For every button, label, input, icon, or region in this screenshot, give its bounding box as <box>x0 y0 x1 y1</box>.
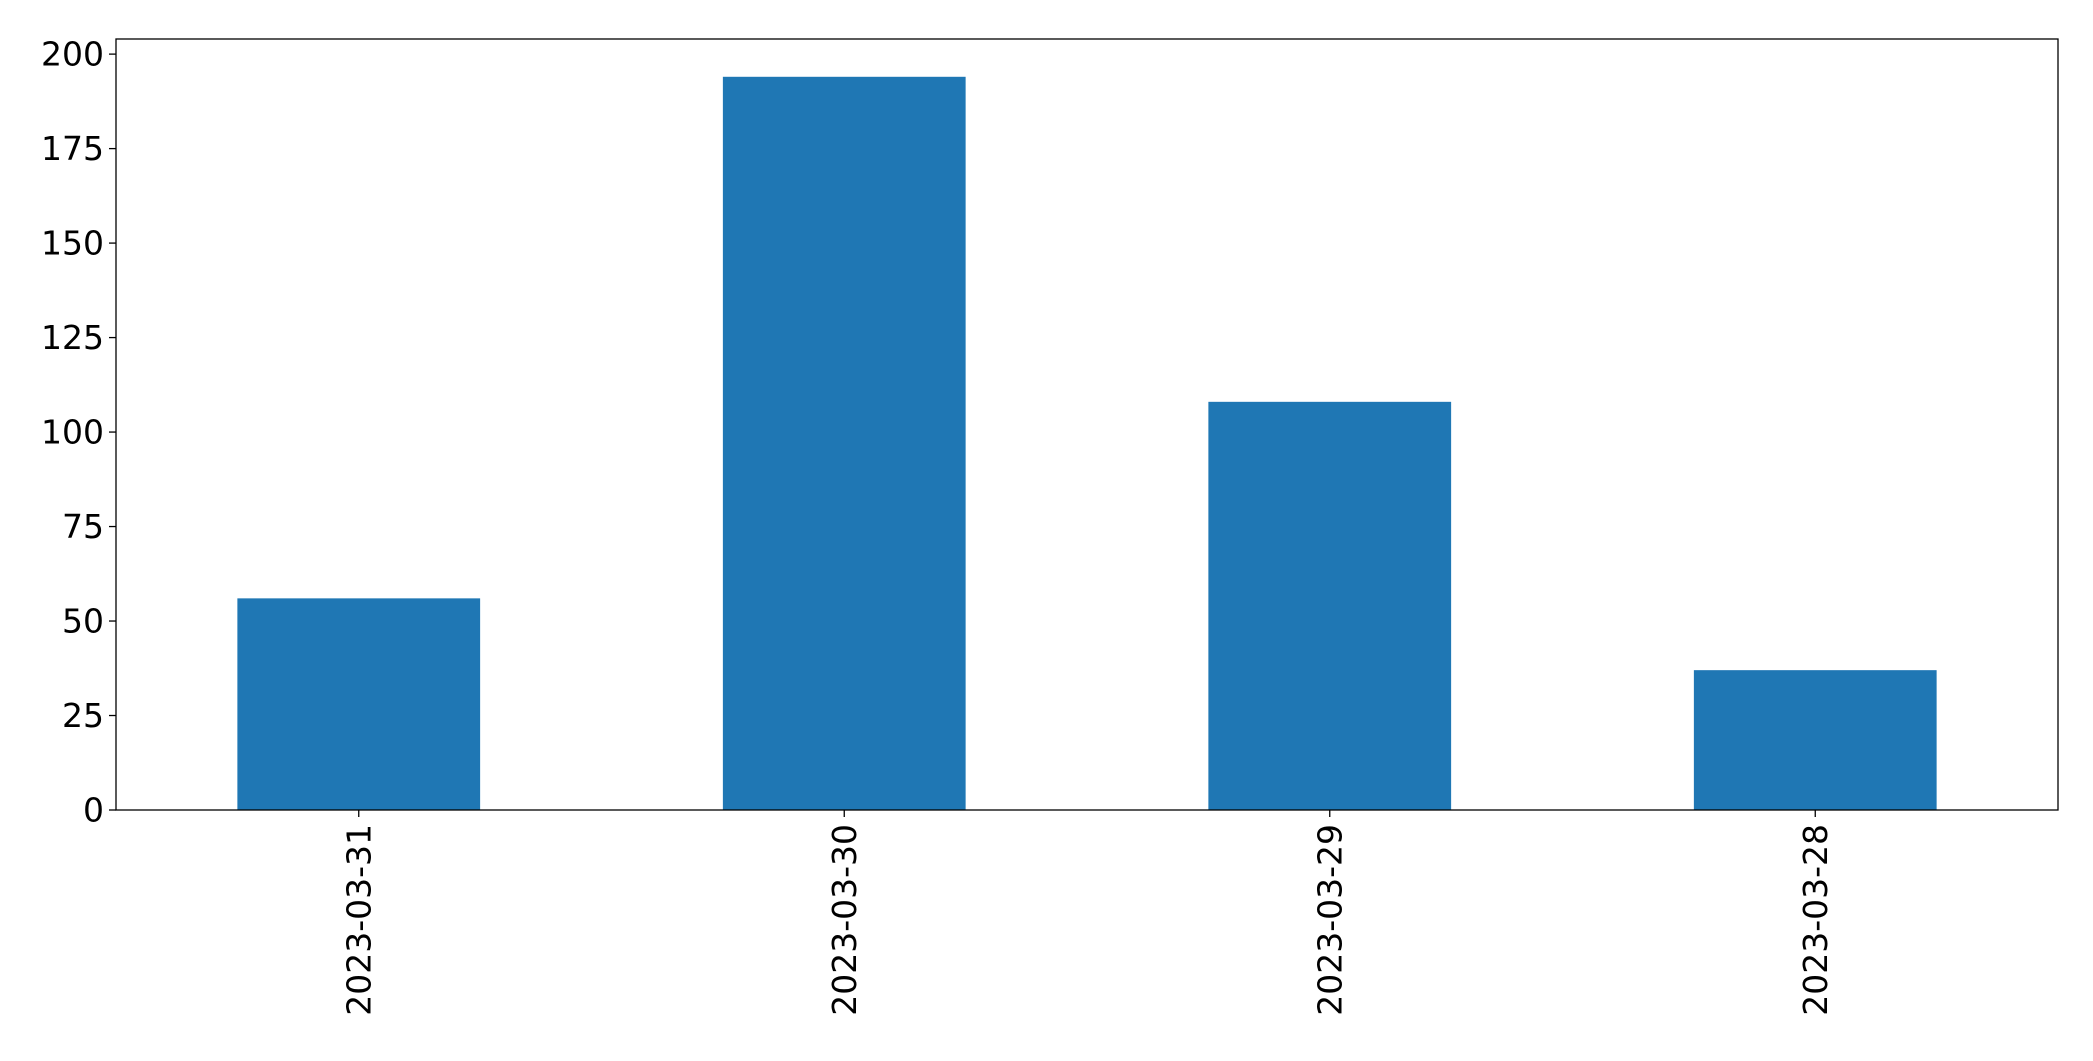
y-axis: 0 25 50 75 100 125 150 175 200 <box>41 35 116 830</box>
bar-2023-03-28 <box>1693 670 1937 810</box>
y-tick-label: 150 <box>41 224 104 263</box>
x-axis: 2023-03-31 2023-03-30 2023-03-29 2023-03-28 <box>339 810 1835 1016</box>
x-tick-label: 2023-03-30 <box>825 824 864 1016</box>
y-tick-label: 75 <box>62 507 104 546</box>
bar-2023-03-29 <box>1208 401 1452 810</box>
y-tick-label: 25 <box>62 696 104 735</box>
x-tick-label: 2023-03-28 <box>1796 824 1835 1016</box>
y-tick-label: 0 <box>83 791 104 830</box>
plot-frame <box>115 38 2059 811</box>
y-tick-label: 200 <box>41 35 104 74</box>
x-tick-label: 2023-03-31 <box>339 824 378 1016</box>
y-tick-label: 50 <box>62 602 104 641</box>
bar-2023-03-30 <box>722 76 966 810</box>
bar-2023-03-31 <box>237 598 481 810</box>
x-tick-label: 2023-03-29 <box>1310 824 1349 1016</box>
y-tick-label: 175 <box>41 129 104 168</box>
bars-layer <box>237 76 1937 810</box>
y-tick-label: 100 <box>41 413 104 452</box>
y-tick-label: 125 <box>41 318 104 357</box>
